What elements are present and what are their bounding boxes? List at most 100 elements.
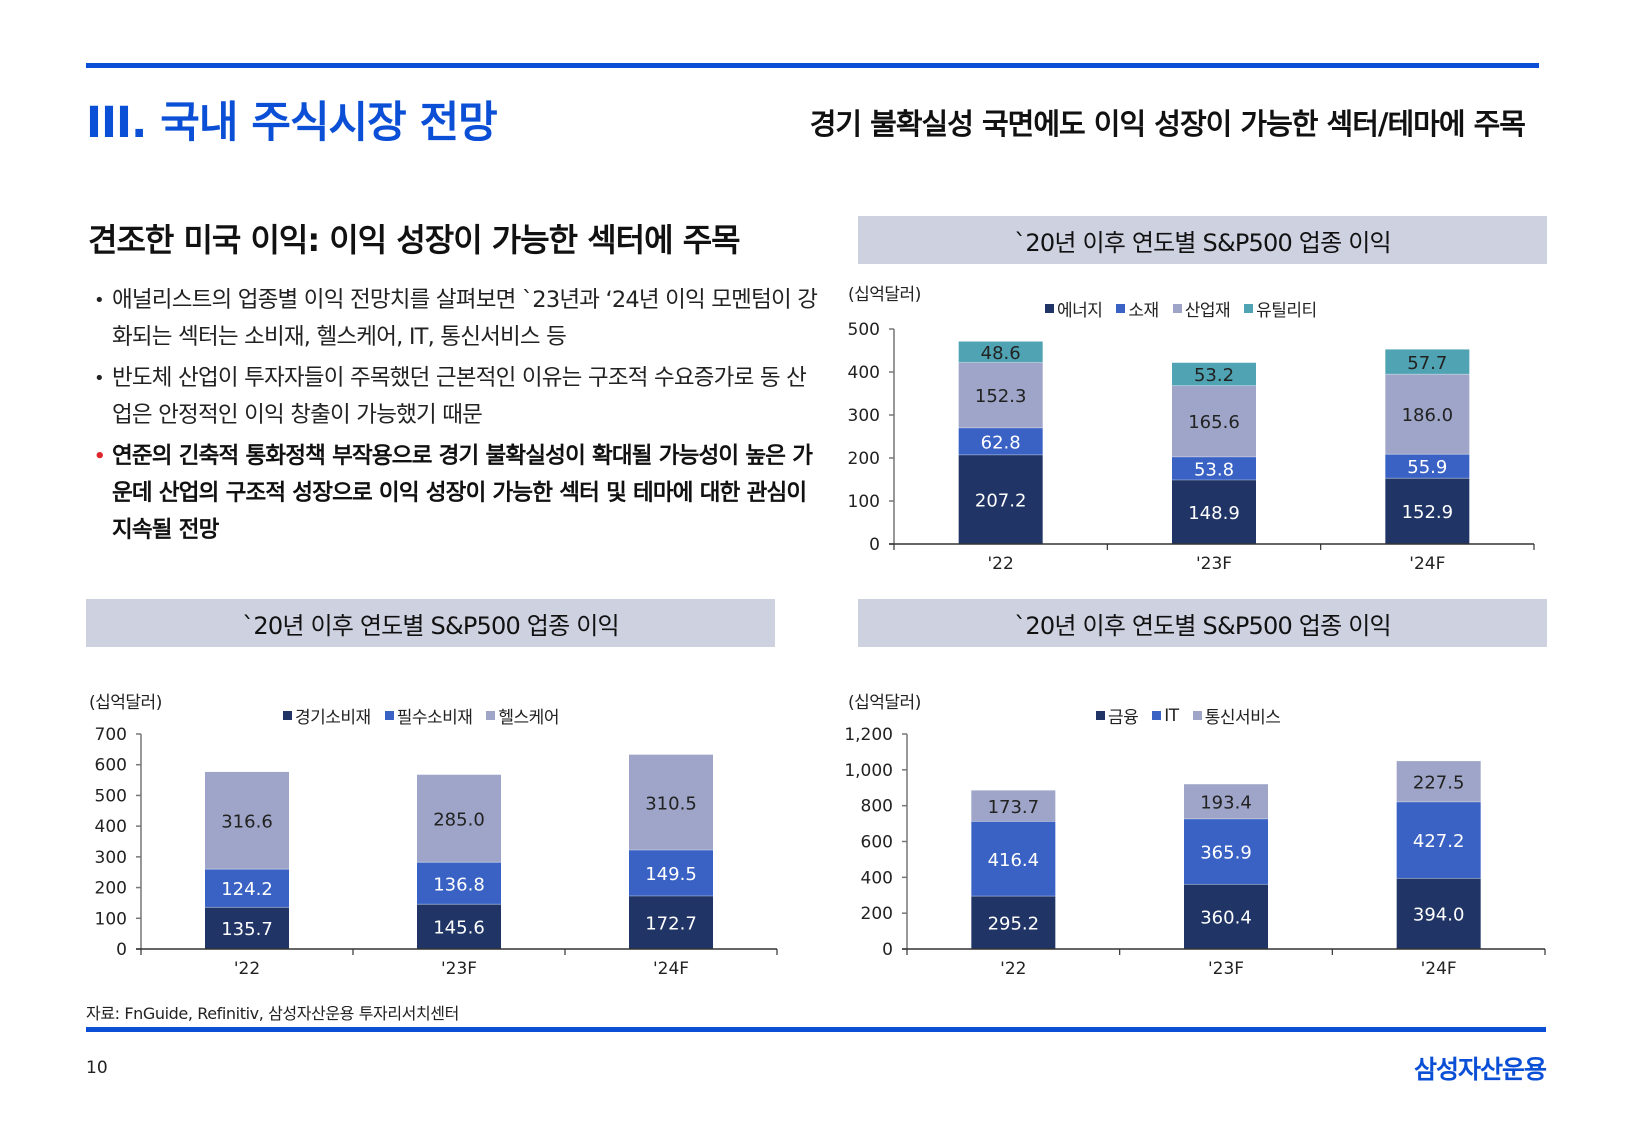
data-label: 136.8 (433, 874, 485, 895)
data-label: 62.8 (981, 432, 1021, 453)
legend-swatch (1172, 304, 1182, 313)
chart-legend: 에너지 소재 산업재 유틸리티 (1045, 296, 1317, 321)
chart-title-box-energy: `20년 이후 연도별 S&P500 업종 이익 (858, 216, 1547, 264)
legend-item: 소재 (1116, 296, 1159, 321)
bullet-item-emphasis: • 연준의 긴축적 통화정책 부작용으로 경기 불확실성이 확대될 가능성이 높… (92, 438, 822, 549)
bar-segment (1385, 454, 1470, 479)
legend-label: 금융 (1108, 708, 1139, 728)
bar-segment (205, 907, 289, 949)
bottom-rule (86, 1027, 1546, 1032)
x-tick-label: '24F (1409, 554, 1445, 574)
legend-item: 유틸리티 (1244, 296, 1317, 321)
data-label: 416.4 (988, 850, 1040, 871)
legend-label: 소재 (1128, 301, 1159, 321)
y-tick-label: 300 (95, 848, 127, 868)
bar-segment (971, 896, 1056, 949)
bar-segment (205, 771, 289, 870)
legend-label: 경기소비재 (295, 708, 371, 728)
legend-swatch (1192, 711, 1202, 720)
y-tick-label: 0 (869, 535, 880, 555)
legend-swatch (283, 711, 292, 720)
bar-segment (971, 821, 1056, 897)
chart-legend: 경기소비재 필수소비재 헬스케어 (283, 703, 559, 728)
data-label: 186.0 (1402, 405, 1454, 426)
page-number: 10 (86, 1058, 108, 1078)
data-label: 227.5 (1413, 772, 1465, 793)
chart-unit-label: (십억달러) (89, 693, 162, 713)
data-label: 193.4 (1200, 793, 1252, 814)
chart-unit-label: (십억달러) (848, 285, 921, 305)
y-tick-label: 0 (116, 940, 127, 960)
bar-segment (1385, 349, 1470, 375)
data-label: 295.2 (988, 914, 1040, 935)
data-label: 124.2 (221, 879, 273, 900)
x-tick-label: '24F (653, 959, 689, 979)
data-label: 145.6 (433, 918, 485, 939)
y-tick-label: 400 (95, 817, 127, 837)
y-tick-label: 0 (882, 940, 893, 960)
chart-title: `20년 이후 연도별 S&P500 업종 이익 (242, 611, 619, 640)
y-tick-label: 300 (848, 406, 880, 426)
bar-segment (205, 869, 289, 908)
y-tick-label: 200 (848, 449, 880, 469)
legend-label: 헬스케어 (498, 708, 559, 728)
legend-item: 경기소비재 (283, 703, 371, 728)
bar-segment (971, 790, 1056, 822)
bar-segment (629, 754, 713, 851)
legend-label: 유틸리티 (1256, 301, 1317, 321)
y-tick-label: 100 (848, 492, 880, 512)
y-tick-label: 200 (861, 904, 893, 924)
x-tick-label: '22 (234, 959, 260, 979)
data-label: 173.7 (988, 797, 1040, 818)
y-tick-label: 1,200 (844, 725, 893, 745)
legend-label: 산업재 (1184, 301, 1231, 321)
bar-segment (958, 341, 1043, 363)
y-tick-label: 200 (95, 879, 127, 899)
legend-label: 통신서비스 (1204, 708, 1281, 728)
legend-item: IT (1152, 706, 1179, 726)
brand-logo: 삼성자산운용 (1413, 1055, 1547, 1084)
chart-unit-label: (십억달러) (848, 693, 921, 713)
y-tick-label: 800 (861, 797, 893, 817)
x-tick-label: '23F (1196, 554, 1232, 574)
bullet-text: 연준의 긴축적 통화정책 부작용으로 경기 불확실성이 확대될 가능성이 높은 … (112, 443, 813, 543)
bar-segment (1184, 818, 1268, 885)
data-label: 310.5 (645, 793, 697, 814)
data-label: 152.9 (1402, 502, 1454, 523)
data-label: 48.6 (981, 343, 1021, 364)
bar-segment (958, 427, 1043, 455)
legend-item: 산업재 (1172, 296, 1231, 321)
legend-swatch (1045, 304, 1054, 313)
chart-title: `20년 이후 연도별 S&P500 업종 이익 (1014, 611, 1391, 640)
bullet-dot-icon: • (94, 290, 105, 311)
bullet-list: • 애널리스트의 업종별 이익 전망치를 살펴보면 `23년과 ‘24년 이익 … (92, 282, 822, 553)
bullet-dot-red-icon: • (94, 446, 105, 467)
y-tick-label: 400 (861, 868, 893, 888)
y-tick-label: 500 (848, 320, 880, 340)
data-label: 172.7 (645, 913, 697, 934)
left-heading: 견조한 미국 이익: 이익 성장이 가능한 섹터에 주목 (88, 221, 741, 259)
bar-segment (417, 904, 501, 949)
data-label: 148.9 (1188, 503, 1240, 524)
bar-segment (958, 454, 1043, 544)
chart-legend: 금융 IT 통신서비스 (1096, 703, 1281, 728)
data-label: 53.8 (1194, 459, 1234, 480)
legend-item: 헬스케어 (486, 703, 559, 728)
bullet-dot-icon: • (94, 368, 105, 389)
legend-swatch (1244, 304, 1254, 313)
y-tick-label: 400 (848, 363, 880, 383)
data-label: 285.0 (433, 809, 485, 830)
data-label: 207.2 (975, 490, 1027, 511)
bar-segment (1385, 478, 1470, 544)
x-tick-label: '23F (441, 959, 477, 979)
data-label: 365.9 (1200, 843, 1252, 864)
bar-segment (1172, 385, 1256, 457)
x-tick-label: '22 (1000, 959, 1026, 979)
data-label: 360.4 (1200, 908, 1252, 929)
bar-segment (1396, 878, 1481, 949)
bar-segment (1172, 362, 1256, 386)
legend-swatch (1096, 711, 1105, 720)
x-tick-label: '22 (988, 554, 1014, 574)
